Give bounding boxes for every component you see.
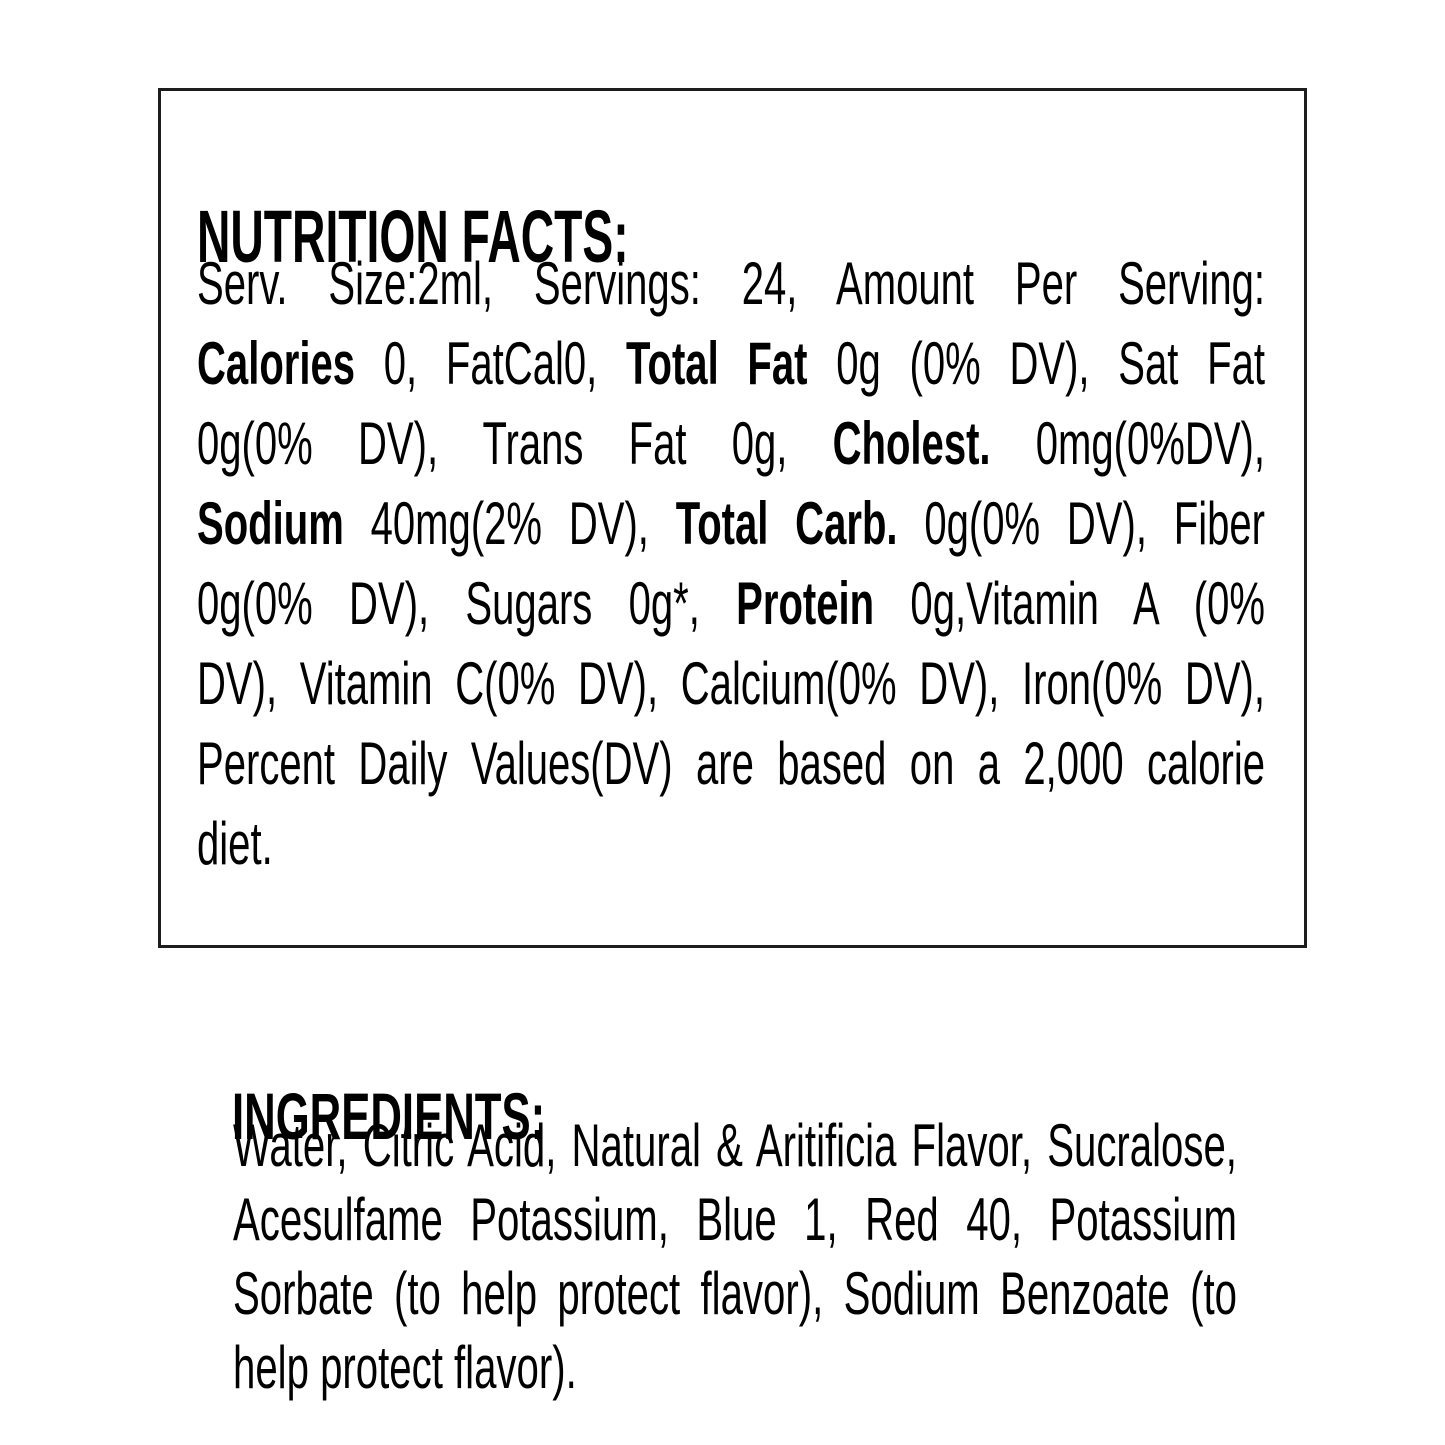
text-segment: help protect flavor). <box>233 1334 577 1401</box>
text-segment: Water, Citric Acid, Natural & Aritificia… <box>233 1112 1237 1179</box>
bold-text-segment: Calories <box>197 330 356 397</box>
text-line: Water, Citric Acid, Natural & Aritificia… <box>233 1109 1237 1183</box>
text-segment: diet. <box>197 810 273 877</box>
text-segment: 0g(0% DV), Fiber <box>897 490 1266 557</box>
bold-text-segment: Total Fat <box>626 330 808 397</box>
text-segment: 0mg(0%DV), <box>990 410 1265 477</box>
text-segment: 0g(0% DV), Trans Fat 0g, <box>197 410 833 477</box>
text-line: Sorbate (to help protect flavor), Sodium… <box>233 1257 1237 1331</box>
nutrition-facts-title: NUTRITION FACTS: <box>197 194 629 278</box>
nutrition-facts-text: Serv. Size:2ml, Servings: 24, Amount Per… <box>197 244 1265 884</box>
bold-text-segment: Protein <box>736 570 875 637</box>
text-line: Acesulfame Potassium, Blue 1, Red 40, Po… <box>233 1183 1237 1257</box>
bold-text-segment: Total Carb. <box>675 490 898 557</box>
text-line: Percent Daily Values(DV) are based on a … <box>197 724 1265 804</box>
text-segment: 0, FatCal0, <box>355 330 627 397</box>
text-line: Sodium 40mg(2% DV), Total Carb. 0g(0% DV… <box>197 484 1265 564</box>
bold-text-segment: Sodium <box>197 490 344 557</box>
text-segment: Serv. Size:2ml, Servings: 24, Amount Per… <box>197 250 1265 317</box>
text-segment: 0g,Vitamin A (0% <box>874 570 1265 637</box>
text-segment: Sorbate (to help protect flavor), Sodium… <box>233 1260 1237 1327</box>
ingredients-title: INGREDIENTS: <box>232 1078 546 1153</box>
text-line: diet. <box>197 804 1265 884</box>
text-segment: DV), Vitamin C(0% DV), Calcium(0% DV), I… <box>197 650 1265 717</box>
text-line: help protect flavor). <box>233 1331 1237 1405</box>
text-segment: 0g(0% DV), Sugars 0g*, <box>197 570 737 637</box>
bold-text-segment: Cholest. <box>832 410 991 477</box>
text-segment: 40mg(2% DV), <box>343 490 676 557</box>
text-line: Serv. Size:2ml, Servings: 24, Amount Per… <box>197 244 1265 324</box>
text-line: 0g(0% DV), Sugars 0g*, Protein 0g,Vitami… <box>197 564 1265 644</box>
text-segment: Percent Daily Values(DV) are based on a … <box>197 730 1265 797</box>
text-line: 0g(0% DV), Trans Fat 0g, Cholest. 0mg(0%… <box>197 404 1265 484</box>
nutrition-facts-box <box>158 88 1307 948</box>
text-line: DV), Vitamin C(0% DV), Calcium(0% DV), I… <box>197 644 1265 724</box>
text-line: Calories 0, FatCal0, Total Fat 0g (0% DV… <box>197 324 1265 404</box>
ingredients-text: Water, Citric Acid, Natural & Aritificia… <box>233 1109 1237 1405</box>
text-segment: 0g (0% DV), Sat Fat <box>807 330 1265 397</box>
text-segment: Acesulfame Potassium, Blue 1, Red 40, Po… <box>233 1186 1237 1253</box>
